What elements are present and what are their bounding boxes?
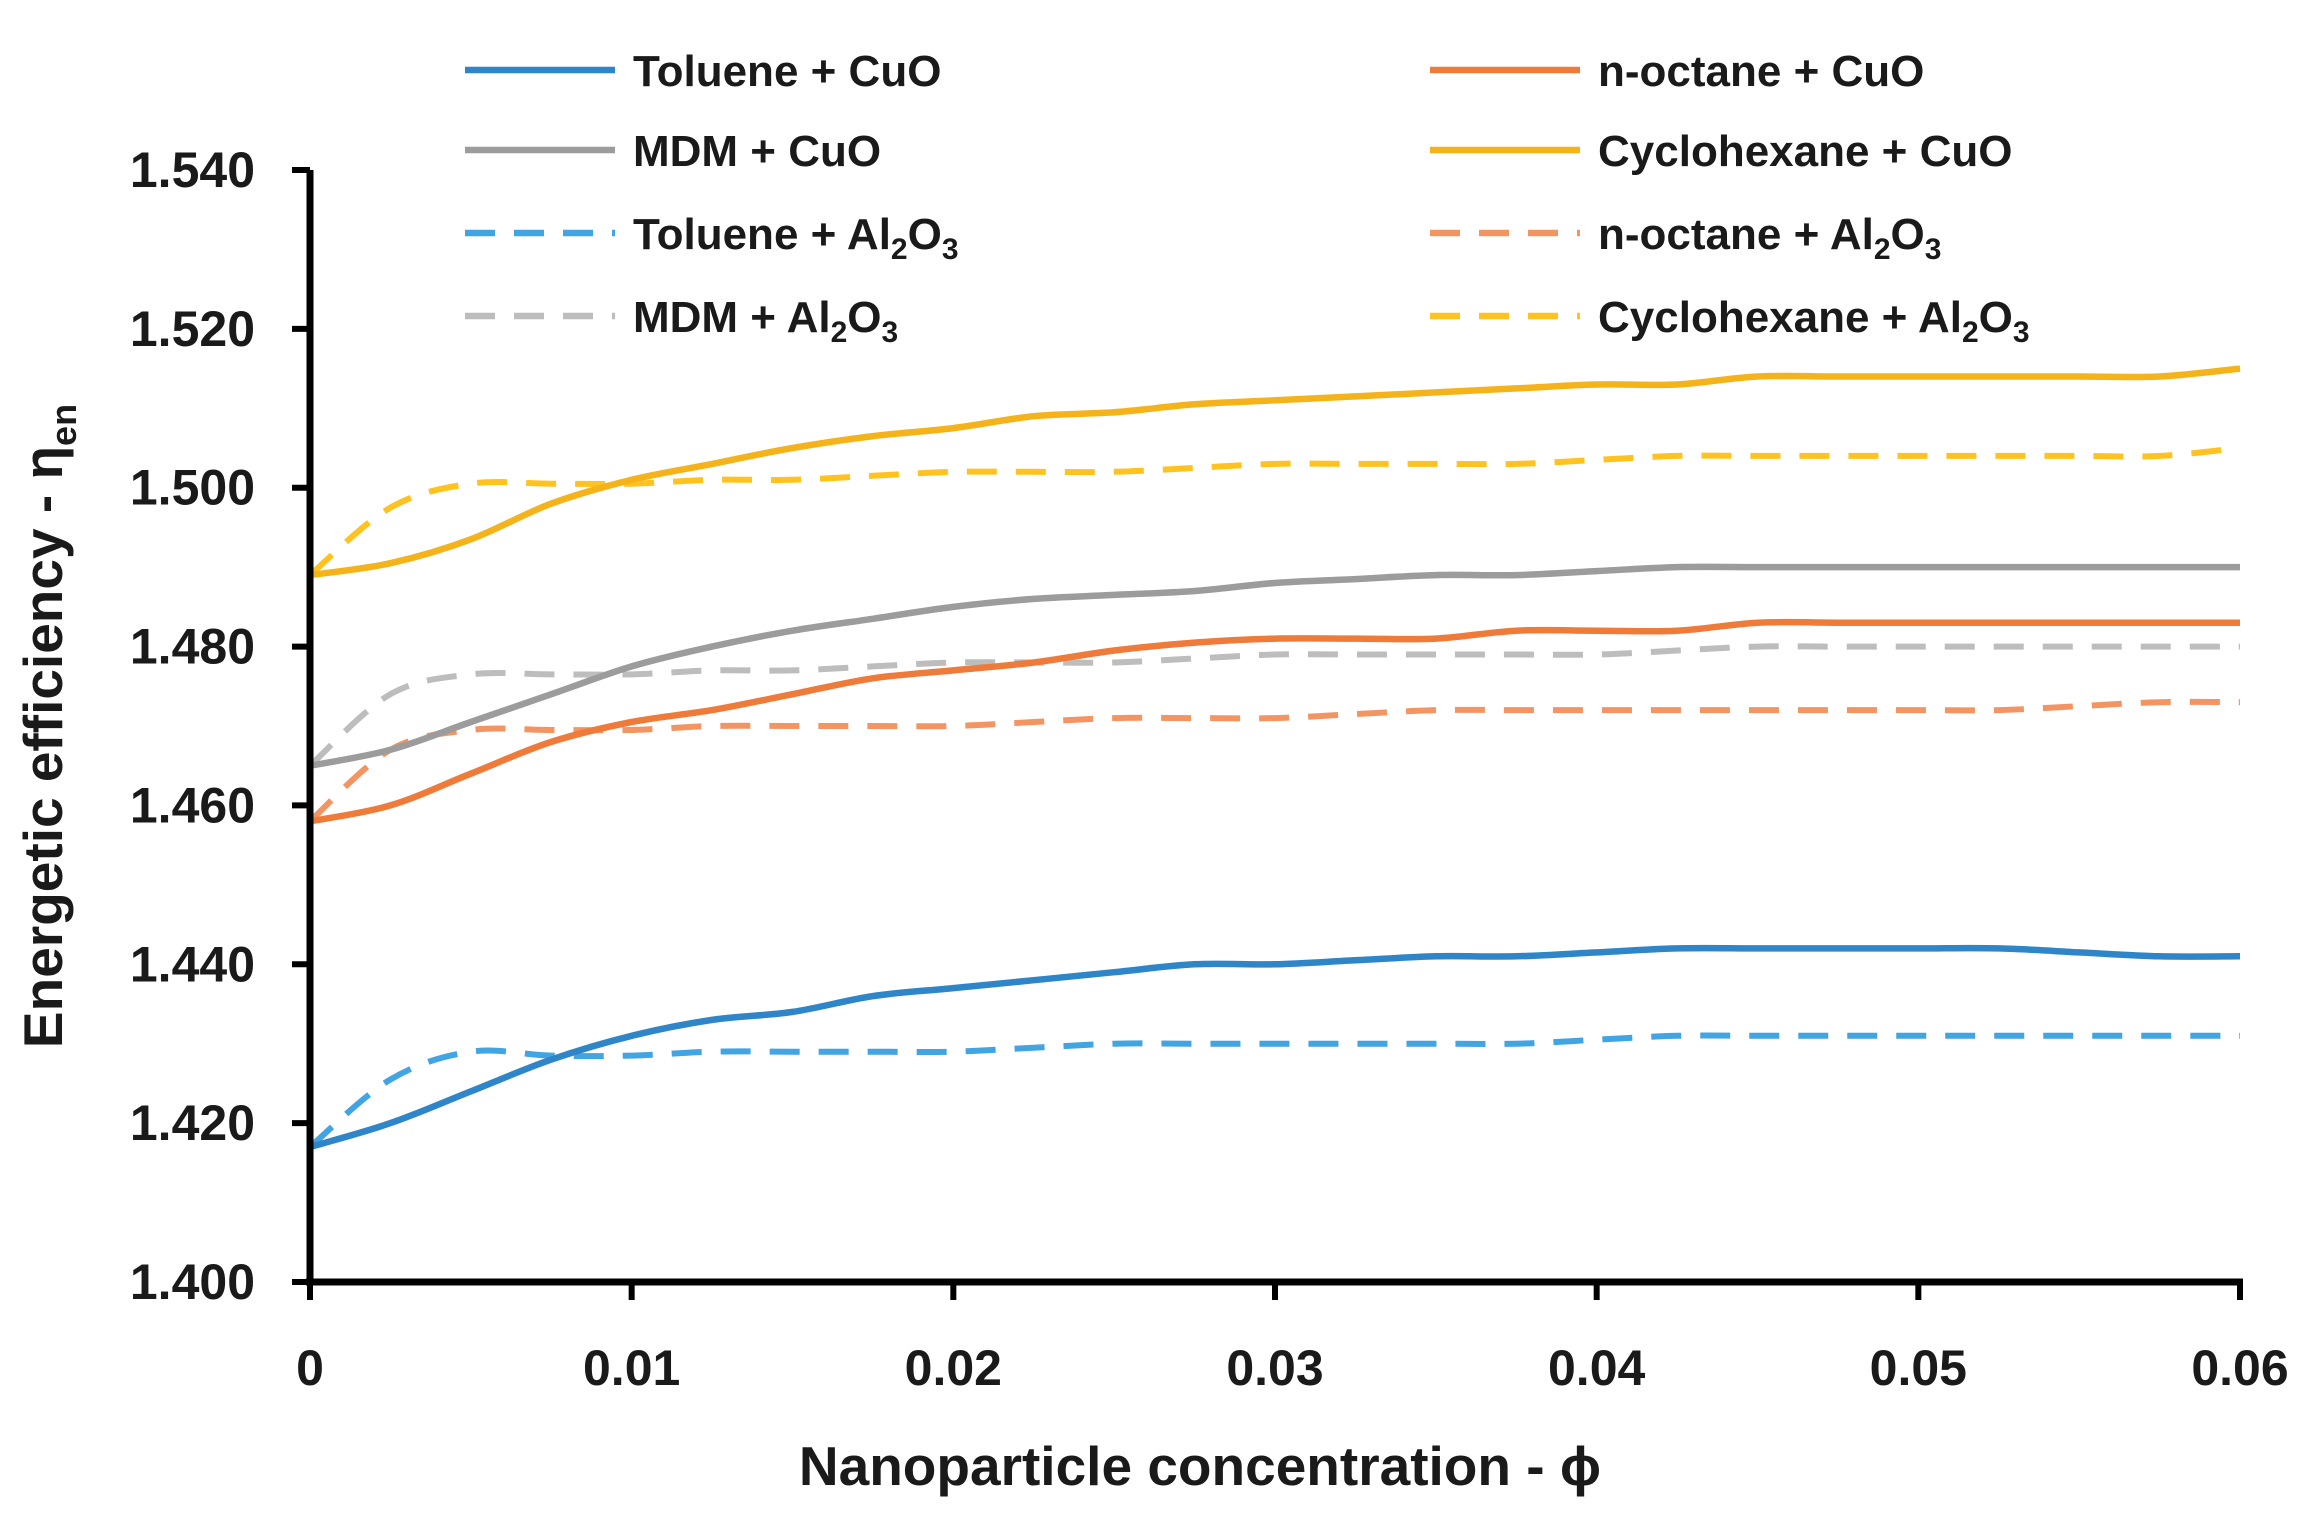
legend-entry: n-octane + CuO	[1430, 47, 1924, 96]
legend-label: Cyclohexane + CuO	[1598, 127, 2012, 176]
y-tick-label: 1.520	[130, 301, 255, 357]
legend-label-part: n-octane + Al	[1598, 210, 1874, 259]
tick-labels: 1.400 1.420 1.440 1.460 1.480 1.500 1.520 1.540…	[130, 142, 2289, 1396]
legend-label-part: Toluene + Al	[633, 210, 891, 259]
legend-label-part: 3	[882, 316, 899, 349]
x-tick-label: 0.01	[583, 1340, 680, 1396]
legend-entry: MDM + CuO	[465, 127, 881, 176]
legend-entry: n-octane + Al2O3	[1430, 210, 1941, 266]
legend-entry: Toluene + Al2O3	[465, 210, 959, 266]
legend-label-part: Toluene + CuO	[633, 47, 941, 96]
y-axis-title-main: Energetic efficiency - η	[12, 446, 74, 1048]
legend: Toluene + CuO n-octane + CuO MDM + CuO Cycl…	[465, 47, 2030, 349]
legend-label-part: 2	[1962, 316, 1979, 349]
y-tick-label: 1.540	[130, 142, 255, 198]
x-tick-label: 0.03	[1226, 1340, 1323, 1396]
series-line-n-octane-al2o3	[307, 698, 2241, 824]
ticks	[292, 167, 2243, 1300]
series-line-toluene-al2o3	[308, 1032, 2240, 1150]
legend-label-part: O	[1891, 210, 1925, 259]
series-line-n-octane-cuo	[309, 618, 2240, 825]
legend-entry: MDM + Al2O3	[465, 293, 898, 349]
legend-label-part: O	[847, 293, 881, 342]
legend-entry: Cyclohexane + Al2O3	[1430, 293, 2030, 349]
legend-label: MDM + Al2O3	[633, 293, 898, 349]
legend-label: MDM + CuO	[633, 127, 881, 176]
legend-label-part: MDM + CuO	[633, 127, 881, 176]
legend-label: Toluene + Al2O3	[633, 210, 959, 266]
legend-label-part: O	[1979, 293, 2013, 342]
y-tick-label: 1.460	[130, 777, 255, 833]
x-axis-title: Nanoparticle concentration - ϕ	[799, 1435, 1601, 1497]
y-tick-label: 1.400	[130, 1254, 255, 1310]
legend-label-part: 2	[1874, 233, 1891, 266]
y-tick-label: 1.420	[130, 1095, 255, 1151]
x-tick-label: 0	[296, 1340, 324, 1396]
legend-label: Cyclohexane + Al2O3	[1598, 293, 2030, 349]
series-line-mdm-cuo	[309, 563, 2240, 769]
series-line-toluene-cuo	[309, 944, 2241, 1151]
series-line-mdm-al2o3	[307, 643, 2240, 768]
x-tick-label: 0.02	[905, 1340, 1002, 1396]
legend-label: n-octane + CuO	[1598, 47, 1924, 96]
legend-label-part: Cyclohexane + Al	[1598, 293, 1962, 342]
series-line-cyclohexane-cuo	[309, 365, 2241, 579]
series-layer	[307, 365, 2241, 1151]
legend-entry: Cyclohexane + CuO	[1430, 127, 2012, 176]
y-tick-label: 1.500	[130, 460, 255, 516]
legend-entry: Toluene + CuO	[465, 47, 941, 96]
x-tick-label: 0.06	[2191, 1340, 2288, 1396]
legend-label-part: 3	[2013, 316, 2030, 349]
series-line-cyclohexane-al2o3	[308, 445, 2241, 578]
x-tick-label: 0.05	[1870, 1340, 1967, 1396]
legend-label-part: O	[908, 210, 942, 259]
y-tick-label: 1.440	[130, 936, 255, 992]
y-axis-title-subscript: en	[43, 404, 84, 446]
x-tick-label: 0.04	[1548, 1340, 1646, 1396]
y-tick-label: 1.480	[130, 619, 255, 675]
legend-label-part: 3	[942, 233, 959, 266]
legend-label-part: n-octane + CuO	[1598, 47, 1924, 96]
legend-label-part: MDM + Al	[633, 293, 831, 342]
legend-label-part: Cyclohexane + CuO	[1598, 127, 2012, 176]
legend-label-part: 2	[891, 233, 908, 266]
legend-label: Toluene + CuO	[633, 47, 941, 96]
legend-label-part: 2	[831, 316, 848, 349]
legend-label-part: 3	[1925, 233, 1942, 266]
y-axis-title: Energetic efficiency - ηen	[12, 404, 84, 1048]
legend-label: n-octane + Al2O3	[1598, 210, 1941, 266]
